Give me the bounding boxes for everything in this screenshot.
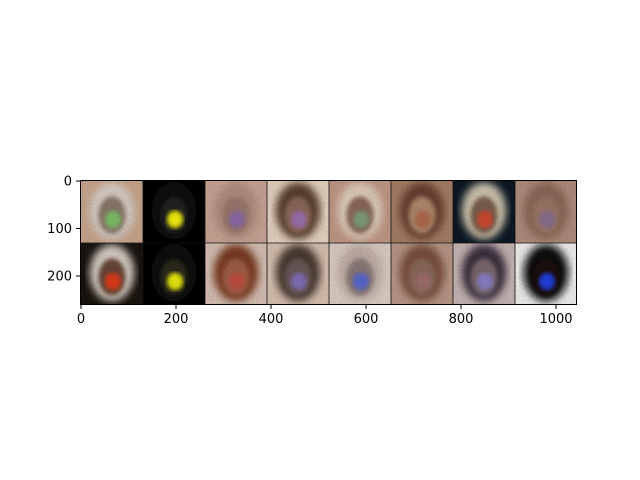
- face-sample-tile: [453, 243, 515, 305]
- tile-color-blob: [228, 272, 246, 291]
- face-sample-tile: [267, 181, 329, 243]
- x-tick-label: 600: [354, 312, 379, 327]
- sample-image-grid: [81, 181, 577, 305]
- face-sample-tile: [329, 181, 391, 243]
- face-sample-tile: [391, 181, 453, 243]
- x-axis: 0 200 400 600 800 1000: [77, 305, 573, 327]
- face-sample-tile: [391, 243, 453, 305]
- face-sample-tile: [205, 181, 267, 243]
- y-tick-label: 0: [64, 175, 72, 190]
- face-sample-tile: [515, 181, 577, 243]
- tile-color-blob: [538, 210, 556, 229]
- face-sample-tile: [515, 243, 577, 305]
- x-tick-label: 400: [259, 312, 284, 327]
- y-axis: 0 100 200: [47, 175, 80, 285]
- axes-frame: [80, 180, 577, 305]
- tile-color-blob: [414, 272, 432, 291]
- tile-color-blob: [290, 210, 308, 229]
- tile-color-blob: [352, 272, 370, 291]
- x-tick-label: 200: [164, 312, 189, 327]
- face-sample-tile: [143, 243, 205, 305]
- tile-color-blob: [166, 210, 184, 229]
- tile-color-blob: [414, 210, 432, 229]
- tile-color-blob: [476, 272, 494, 291]
- tile-color-blob: [166, 272, 184, 291]
- x-tick-label: 800: [449, 312, 474, 327]
- face-sample-tile: [81, 243, 143, 305]
- tile-color-blob: [290, 272, 308, 291]
- x-tick-label: 0: [77, 312, 85, 327]
- face-sample-tile: [81, 181, 143, 243]
- tile-color-blob: [228, 210, 246, 229]
- face-sample-tile: [453, 181, 515, 243]
- face-sample-tile: [143, 181, 205, 243]
- face-sample-tile: [205, 243, 267, 305]
- face-sample-tile: [329, 243, 391, 305]
- face-sample-tile: [267, 243, 329, 305]
- x-tick-label: 1000: [539, 312, 572, 327]
- tile-color-blob: [476, 210, 494, 229]
- tile-color-blob: [352, 210, 370, 229]
- tile-color-blob: [538, 272, 556, 291]
- tile-color-blob: [104, 210, 122, 229]
- tile-color-blob: [104, 272, 122, 291]
- y-tick-label: 200: [47, 270, 72, 285]
- y-tick-label: 100: [47, 222, 72, 237]
